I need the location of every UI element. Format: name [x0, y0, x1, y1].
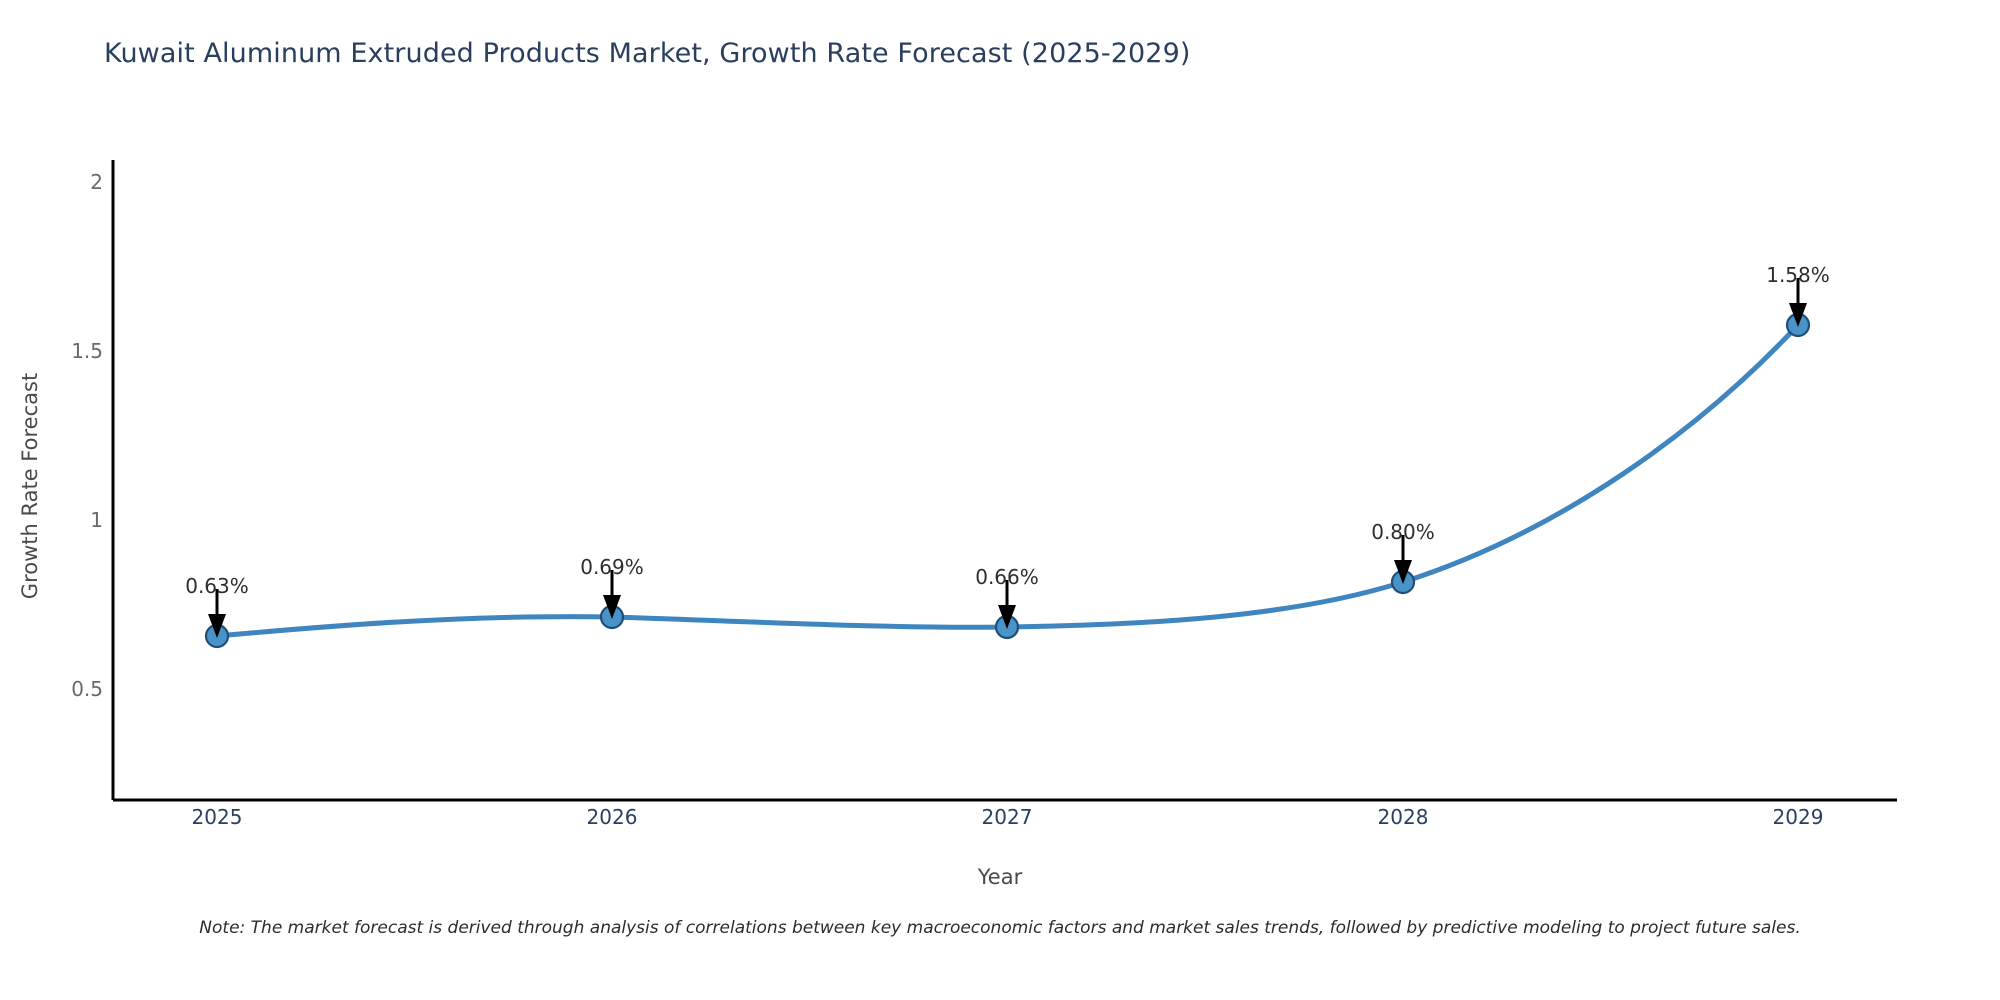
data-point-label: 0.66% — [975, 565, 1039, 589]
x-tick-label: 2029 — [1772, 805, 1824, 829]
data-point-label: 0.80% — [1371, 520, 1435, 544]
x-tick-label: 2028 — [1377, 805, 1429, 829]
annotation-arrow-2026 — [603, 570, 621, 619]
annotation-arrow-2028 — [1394, 535, 1412, 584]
data-point-label: 1.58% — [1766, 263, 1830, 287]
data-point-label: 0.69% — [580, 555, 644, 579]
data-point-label: 0.63% — [185, 574, 249, 598]
chart-note: Note: The market forecast is derived thr… — [199, 918, 1801, 938]
x-axis-title: Year — [977, 865, 1023, 889]
annotation-arrow-2029 — [1789, 278, 1807, 327]
annotation-arrow-2027 — [998, 580, 1016, 629]
y-axis-tick-labels: 2 1.5 1 0.5 — [33, 0, 103, 1000]
x-tick-label: 2025 — [191, 805, 243, 829]
y-tick-label: 1.5 — [71, 339, 103, 363]
chart-title: Kuwait Aluminum Extruded Products Market… — [104, 38, 1191, 69]
annotation-arrow-2025 — [208, 589, 226, 638]
x-tick-label: 2026 — [586, 805, 638, 829]
y-tick-label: 2 — [90, 170, 103, 194]
y-tick-label: 0.5 — [71, 677, 103, 701]
x-tick-label: 2027 — [981, 805, 1033, 829]
y-tick-label: 1 — [90, 508, 103, 532]
